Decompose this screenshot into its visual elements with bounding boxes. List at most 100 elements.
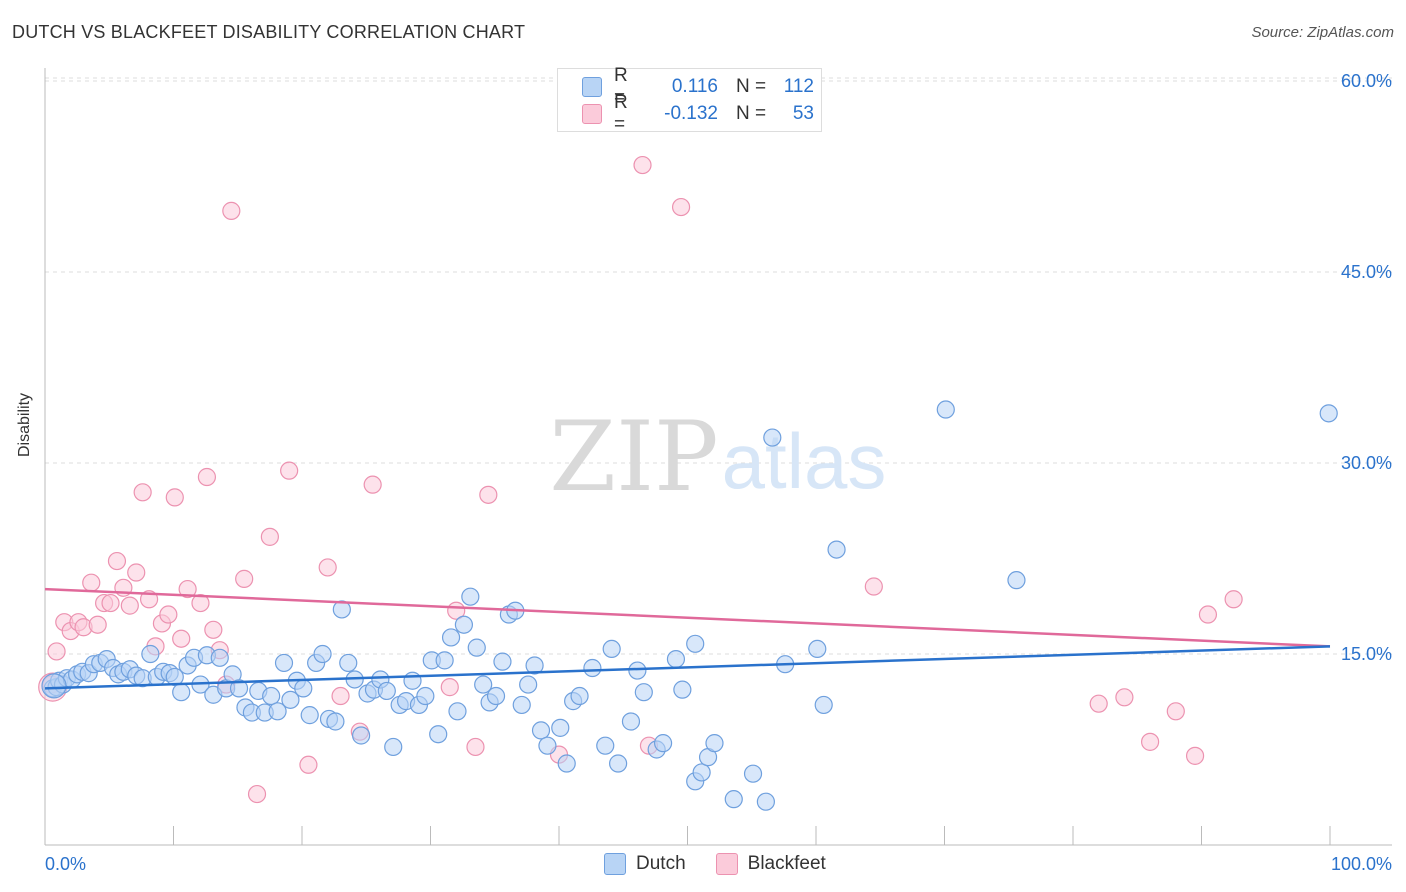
- blackfeet-point: [127, 563, 146, 582]
- dutch-point: [441, 628, 461, 647]
- dutch-point: [274, 653, 294, 673]
- dutch-point: [384, 737, 403, 757]
- dutch-point: [525, 656, 544, 675]
- blackfeet-point: [191, 593, 210, 613]
- blackfeet-point: [133, 483, 152, 502]
- blackfeet-point: [88, 615, 107, 634]
- r-label: R =: [614, 92, 628, 135]
- blackfeet-point: [1115, 688, 1134, 707]
- r-value: -0.132: [664, 103, 718, 124]
- dutch-points: [41, 400, 1338, 811]
- dutch-point: [808, 639, 827, 659]
- y-tick-label: 30.0%: [1341, 453, 1392, 473]
- legend-label-dutch: Dutch: [636, 853, 686, 874]
- n-label: N =: [736, 103, 767, 124]
- x-tick-label: 100.0%: [1331, 854, 1392, 874]
- dutch-point: [1319, 404, 1338, 423]
- blackfeet-trend-line: [44, 587, 1331, 648]
- dutch-point: [763, 428, 782, 447]
- dutch-point: [827, 540, 846, 559]
- dutch-point: [653, 734, 673, 753]
- n-label: N =: [736, 76, 767, 97]
- r-value: 0.116: [671, 76, 718, 97]
- blackfeet-point: [1224, 590, 1243, 609]
- y-tick-label: 15.0%: [1341, 644, 1392, 664]
- legend-row-dutch: R = 0.116 N = 112: [582, 65, 814, 108]
- blackfeet-point: [247, 784, 267, 804]
- blackfeet-point: [82, 573, 101, 592]
- blackfeet-point: [1198, 605, 1218, 624]
- blackfeet-swatch: [715, 853, 738, 875]
- legend-label-blackfeet: Blackfeet: [747, 853, 826, 874]
- blackfeet-point: [197, 467, 217, 487]
- blackfeet-point: [120, 596, 139, 615]
- dutch-trend-line: [44, 645, 1331, 690]
- y-tick-label: 45.0%: [1341, 262, 1392, 282]
- blackfeet-swatch: [582, 104, 602, 124]
- watermark-atlas: atlas: [722, 417, 887, 505]
- dutch-point: [686, 634, 705, 653]
- source-label: Source: ZipAtlas.com: [1251, 24, 1394, 41]
- blackfeet-point: [1089, 694, 1108, 713]
- dutch-point: [551, 718, 570, 737]
- r-label: R =: [614, 65, 628, 108]
- dutch-point: [557, 754, 576, 773]
- dutch-swatch: [604, 853, 626, 875]
- dutch-point: [570, 686, 589, 706]
- dutch-point: [596, 736, 615, 755]
- stats-legend: R = 0.116 N = 112 R = -0.132 N = 53: [557, 65, 822, 135]
- blackfeet-point: [633, 155, 652, 175]
- dutch-point: [435, 651, 454, 670]
- blackfeet-point: [107, 551, 127, 571]
- blackfeet-point: [235, 569, 254, 588]
- blackfeet-point: [1140, 732, 1160, 751]
- dutch-point: [936, 400, 955, 419]
- dutch-point: [538, 736, 557, 755]
- blackfeet-point: [260, 527, 279, 546]
- x-tick-label: 0.0%: [45, 854, 86, 874]
- dutch-point: [377, 681, 396, 701]
- dutch-point: [743, 764, 763, 783]
- dutch-point: [724, 790, 743, 809]
- dutch-point: [229, 679, 249, 698]
- dutch-point: [326, 712, 345, 731]
- dutch-point: [429, 725, 448, 744]
- blackfeet-point: [440, 678, 459, 697]
- dutch-point: [583, 658, 602, 678]
- dutch-point: [262, 686, 281, 706]
- dutch-point: [519, 675, 538, 694]
- dutch-point: [621, 712, 641, 731]
- dutch-point: [634, 683, 653, 702]
- dutch-point: [673, 680, 692, 699]
- dutch-cluster-point: [41, 673, 67, 699]
- blackfeet-point: [299, 755, 318, 774]
- dutch-point: [1007, 571, 1026, 590]
- dutch-point: [210, 648, 229, 667]
- dutch-point: [666, 649, 686, 669]
- blackfeet-point: [479, 485, 498, 504]
- dutch-point: [814, 695, 833, 715]
- dutch-point: [756, 792, 775, 811]
- dutch-point: [448, 702, 467, 721]
- chart-title: DUTCH VS BLACKFEET DISABILITY CORRELATIO…: [12, 22, 526, 42]
- series-legend: Dutch Blackfeet: [604, 853, 856, 875]
- dutch-point: [403, 671, 422, 690]
- blackfeet-point: [178, 579, 197, 599]
- trend-lines: [44, 587, 1331, 690]
- dutch-point: [352, 726, 371, 745]
- dutch-swatch: [582, 77, 602, 97]
- dutch-point: [609, 754, 628, 773]
- y-tick-label: 60.0%: [1341, 71, 1392, 91]
- dutch-point: [474, 675, 493, 694]
- dutch-point: [339, 653, 358, 673]
- blackfeet-point: [204, 620, 223, 639]
- blackfeet-point: [466, 737, 485, 757]
- blackfeet-point: [172, 629, 191, 648]
- blackfeet-point: [864, 577, 883, 596]
- dutch-point: [300, 706, 319, 725]
- legend-item-dutch[interactable]: Dutch: [604, 853, 686, 875]
- legend-item-blackfeet[interactable]: Blackfeet: [715, 853, 826, 875]
- dutch-point: [268, 702, 287, 721]
- dutch-point: [512, 695, 531, 715]
- blackfeet-point: [101, 593, 120, 613]
